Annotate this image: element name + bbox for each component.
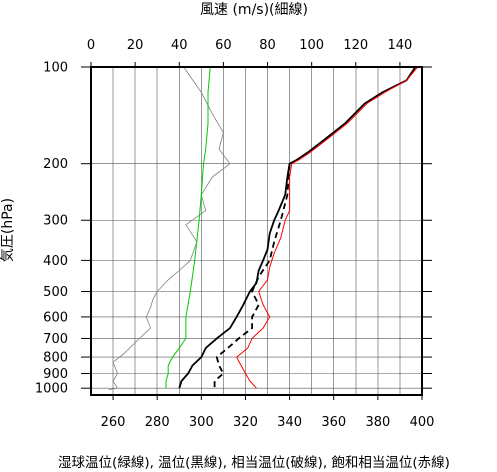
y-tick-label: 800: [43, 351, 68, 366]
series-line-4: [236, 66, 418, 389]
bottom-tick-label: 320: [233, 415, 258, 430]
top-tick-label: 40: [171, 38, 188, 53]
y-tick-label: 300: [43, 214, 68, 229]
bottom-tick-label: 260: [101, 415, 126, 430]
y-tick-label: 100: [43, 61, 68, 76]
bottom-axis-label: 湿球温位(緑線), 温位(黒線), 相当温位(破線), 飽和相当温位(赤線): [58, 455, 450, 471]
series-line-3: [213, 163, 291, 389]
y-tick-label: 600: [43, 310, 68, 325]
series-line-1: [165, 66, 211, 389]
top-tick-label: 60: [215, 38, 232, 53]
y-tick-label: 900: [43, 367, 68, 382]
grid: [91, 67, 422, 395]
top-tick-label: 100: [299, 38, 324, 53]
bottom-tick-label: 380: [365, 415, 390, 430]
y-axis-label: 気圧(hPa): [0, 198, 16, 262]
top-axis-label: 風速 (m/s)(細線): [200, 2, 308, 18]
y-tick-label: 700: [43, 332, 68, 347]
plot-frame: [90, 66, 423, 396]
bottom-axis-ticks: 260 280 300 320 340 360 380 400: [101, 395, 435, 430]
y-tick-label: 400: [43, 254, 68, 269]
top-tick-label: 140: [388, 38, 413, 53]
y-tick-label: 1000: [35, 382, 68, 397]
top-tick-label: 20: [127, 38, 144, 53]
top-tick-label: 0: [87, 38, 95, 53]
bottom-tick-label: 360: [321, 415, 346, 430]
bottom-tick-label: 400: [410, 415, 435, 430]
series-layer: [108, 66, 418, 390]
y-tick-label: 200: [43, 157, 68, 172]
bottom-tick-label: 340: [277, 415, 302, 430]
top-tick-label: 80: [259, 38, 276, 53]
bottom-tick-label: 300: [189, 415, 214, 430]
series-line-0: [108, 66, 231, 390]
series-line-2: [178, 66, 417, 389]
top-axis-ticks: 0 20 40 60 80 100 120 140: [87, 38, 412, 67]
top-tick-label: 120: [343, 38, 368, 53]
y-tick-label: 500: [43, 285, 68, 300]
bottom-tick-label: 280: [145, 415, 170, 430]
